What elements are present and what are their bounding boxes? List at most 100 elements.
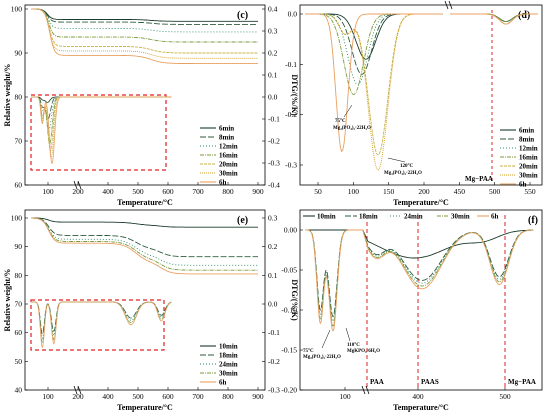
panel-c-label: (c) <box>237 10 248 21</box>
panel-e-xtick-label: 600 <box>162 392 174 401</box>
panel-d-legend-label: 20min <box>519 163 538 171</box>
panel-d-annot: Mg₃(PO₄)₂·22H₂O <box>333 126 371 131</box>
panel-f: (f) Temperature/°C 100 400 500 -0.20 -0.15 -0… <box>281 209 543 412</box>
panel-e-ylabel-right: DTG/(%/K) <box>290 279 299 321</box>
panel-e-xtick-label: 100 <box>42 392 54 401</box>
panel-f-label: (f) <box>528 215 538 226</box>
panel-e-right-ytick-label: 0.2 <box>268 242 278 251</box>
panel-f-axis-break <box>361 385 370 395</box>
panel-d-annot: Mg₃(PO₄)₂·22H₂O <box>384 171 422 176</box>
panel-c-left-ytick-label: 80 <box>15 93 23 102</box>
panel-e-dtg-line-24min <box>31 301 172 339</box>
panel-d-legend-label: 8min <box>519 136 534 144</box>
panel-f-legend-label: 24min <box>404 213 423 221</box>
panel-e-axis-break <box>73 385 82 395</box>
panel-c: (c) Relative weight/% DTG/(%/K) Temperat… <box>3 5 299 208</box>
panel-e-right-ytick-label: -0.2 <box>268 357 280 366</box>
panel-e-ylabel-left: Relative weight/% <box>3 269 12 332</box>
panel-c-xtick-label: 900 <box>252 187 264 196</box>
panel-d-dtg-line-8min <box>305 13 443 75</box>
panel-c-xtick-label: 700 <box>192 187 204 196</box>
panel-f-annot: 110°C <box>347 343 360 348</box>
panel-c-legend-label: 30min <box>219 170 238 178</box>
panel-e-right-ytick-label: 0.3 <box>268 214 278 223</box>
panel-c-dtg-line-6h <box>31 96 172 164</box>
panel-f-ytick-label: 0.00 <box>284 226 297 235</box>
panel-d-dtg-line2-6h <box>450 13 538 25</box>
panel-e-legend-label: 10min <box>219 343 238 351</box>
panel-d-annot-arrow <box>387 157 406 163</box>
panel-d-annot-arrow <box>343 104 353 118</box>
panel-c-tg-line-6min <box>31 8 258 22</box>
panel-c-legend-label: 20min <box>219 161 238 169</box>
panel-c-right-ytick-label: 0.2 <box>268 49 278 58</box>
panel-e-dtg-line-6h <box>31 301 172 348</box>
panel-e-tg-line-10min <box>31 217 258 228</box>
panel-d-legend-label: 6h <box>519 181 527 189</box>
panel-f-annot: MgKPO₄·6H₂O <box>347 349 380 354</box>
panel-d-ytick-label: -0.2 <box>285 110 297 119</box>
panel-d-xtick-label: 200 <box>418 187 430 196</box>
panel-f-legend-label: 6h <box>491 213 499 221</box>
panel-e-highlight-box <box>30 299 165 351</box>
panel-e-right-ytick-label: 0.0 <box>268 300 278 309</box>
panel-e-tg-line-30min <box>31 217 258 271</box>
panel-c-left-ytick-label: 60 <box>15 181 23 190</box>
panel-c-right-ytick-label: -0.2 <box>268 137 280 146</box>
panel-f-annot: Mg−PAA <box>508 378 536 386</box>
panel-c-tg-line-16min <box>31 8 258 43</box>
panel-c-ylabel-right: DTG/(%/K) <box>290 74 299 116</box>
panel-c-left-ytick-label: 90 <box>15 49 23 58</box>
panel-c-right-ytick-label: -0.4 <box>268 181 280 190</box>
panel-e-xtick-label: 200 <box>72 392 84 401</box>
panel-c-xtick-label: 100 <box>42 187 54 196</box>
panel-c-right-ytick-label: 0.3 <box>268 27 278 36</box>
panel-e-right-ytick-label: -0.1 <box>268 328 280 337</box>
panel-c-frame <box>24 4 266 186</box>
panel-c-left-ytick-label: 100 <box>11 5 23 14</box>
panel-f-ytick-label: -0.20 <box>281 386 297 395</box>
panel-f-annot: PAAS <box>421 378 439 386</box>
panel-c-xtick-label: 500 <box>132 187 144 196</box>
panel-e-tg-line-6h <box>31 217 258 275</box>
panel-c-xlabel: Temperature/°C <box>117 198 173 207</box>
panel-c-xtick-label: 800 <box>222 187 234 196</box>
panel-c-axis-break <box>73 180 82 190</box>
panel-c-left-ytick-label: 70 <box>15 137 23 146</box>
panel-c-right-ytick-label: 0.0 <box>268 93 278 102</box>
panel-c-right-ytick-label: 0.4 <box>268 5 278 14</box>
panel-c-xtick-label: 600 <box>162 187 174 196</box>
panel-e: (e) Relative weight/% DTG/(%/K) Temperat… <box>3 209 299 412</box>
panel-d-axis-break <box>444 0 453 10</box>
panel-d-annot: Mg−PAA <box>465 175 493 183</box>
panel-d-label: (d) <box>518 10 530 21</box>
panel-e-xtick-label: 500 <box>132 392 144 401</box>
panel-f-annot: Mg₃(PO₄)₂·22H₂O <box>303 355 341 360</box>
panel-e-left-ytick-label: 50 <box>15 357 23 366</box>
panel-d-annot: 75°C <box>335 119 346 124</box>
panel-e-xtick-label: 400 <box>102 392 114 401</box>
panel-f-annot-arrow <box>321 329 331 349</box>
panel-c-legend-label: 12min <box>219 143 238 151</box>
panel-d-dtg-line-6min <box>305 13 443 60</box>
panel-e-left-ytick-label: 80 <box>15 271 23 280</box>
panel-d-xtick-label: 550 <box>524 187 536 196</box>
panel-f-dtg-line-18min <box>305 229 534 317</box>
panel-f-xlabel: Temperature/°C <box>393 403 449 412</box>
panel-d-dtg-line-20min <box>305 13 443 156</box>
panel-d-ytick-label: -0.1 <box>285 60 297 69</box>
panel-e-xtick-label: 700 <box>192 392 204 401</box>
panel-f-legend-label: 10min <box>317 213 336 221</box>
panel-c-dtg-line-6min <box>31 96 172 103</box>
panel-f-dtg-line-6h <box>305 229 534 332</box>
panel-d-ytick-label: 0.0 <box>288 10 298 19</box>
panel-d-xtick-label: 500 <box>489 187 501 196</box>
panel-d-frame <box>299 4 543 186</box>
panel-e-xtick-label: 800 <box>222 392 234 401</box>
panel-f-annot: PAA <box>370 378 384 386</box>
panel-d-legend-label: 6min <box>519 127 534 135</box>
panel-d-ytick-label: -0.3 <box>285 161 297 170</box>
panel-e-tg-line-24min <box>31 217 258 266</box>
panel-d: (d) Temperature/°C 50 100 150 200 450 500 550 -… <box>285 0 543 207</box>
